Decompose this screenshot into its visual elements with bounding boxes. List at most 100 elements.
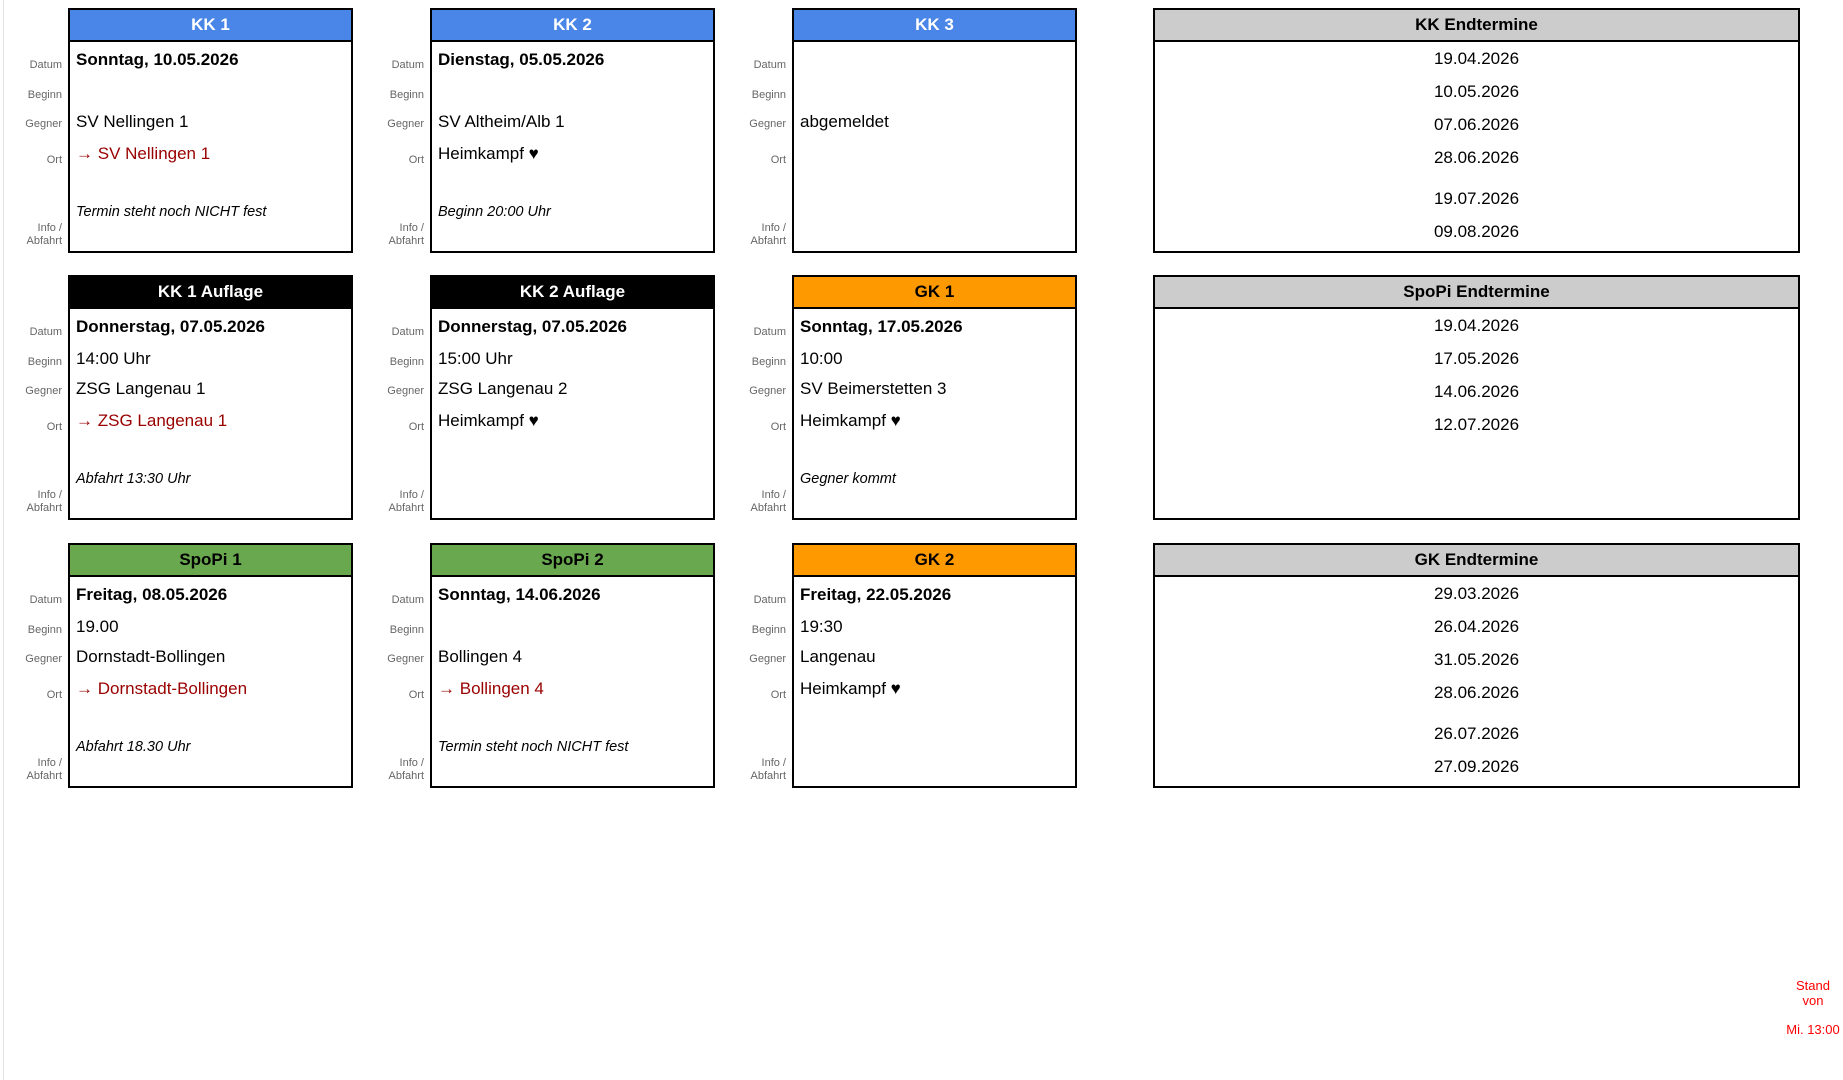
gegner-value: SV Beimerstetten 3 [800,378,947,398]
ort-value: Heimkampf ♥ [432,136,713,172]
card-body-gk1: Sonntag, 17.05.2026 10:00 SV Beimerstett… [792,309,1077,520]
gk-endtermine-body: 29.03.2026 26.04.2026 31.05.2026 28.06.2… [1153,577,1800,788]
card-body-kk3: abgemeldet [792,42,1077,253]
match-card-kk2: KK 2 Dienstag, 05.05.2026 SV Altheim/Alb… [430,8,715,253]
beginn-value: 10:00 [800,349,843,368]
card-labels-kk1: Datum Beginn Gegner Ort Info / Abfahrt [2,42,66,253]
label-beginn: Beginn [751,88,786,101]
label-beginn: Beginn [27,88,62,101]
gegner-value: Dornstadt-Bollingen [76,646,226,666]
info-value: Beginn 20:00 Uhr [438,203,551,220]
label-datum: Datum [391,593,424,606]
card-title-kk1: KK 1 [68,8,353,42]
label-ort: Ort [408,688,424,701]
datum-value: Sonntag, 14.06.2026 [438,584,601,604]
datum-value: Donnerstag, 07.05.2026 [438,316,627,336]
ort-text: Heimkampf ♥ [800,679,901,698]
info-value [794,707,1075,786]
label-gegner: Gegner [387,652,424,665]
info-value: Termin steht noch NICHT fest [438,738,629,755]
endtermine-date: 26.07.2026 [1433,723,1520,743]
beginn-value: 19.00 [76,617,119,636]
label-ort: Ort [46,153,62,166]
ort-text: Bollingen 4 [459,679,544,698]
spopi-endtermine-body: 19.04.2026 17.05.2026 14.06.2026 12.07.2… [1153,309,1800,520]
datum-value: Sonntag, 10.05.2026 [76,49,239,69]
endtermine-date: 14.06.2026 [1433,381,1520,401]
info-value: Gegner kommt [800,470,896,487]
gegner-value: Bollingen 4 [438,646,523,666]
sheet-gridline [3,0,4,1080]
label-beginn: Beginn [751,355,786,368]
endtermine-date: 07.06.2026 [1433,114,1520,134]
right-arrow-icon: → [76,411,98,430]
label-info-abfahrt: Info / Abfahrt [388,221,424,247]
label-datum: Datum [29,58,62,71]
datum-value [794,42,1075,77]
endtermine-date: 19.04.2026 [1433,48,1520,68]
card-title-kk2-auflage: KK 2 Auflage [430,275,715,309]
label-info-abfahrt: Info / Abfahrt [750,488,786,514]
match-card-gk2: GK 2 Freitag, 22.05.2026 19:30 Langenau … [792,543,1077,788]
endtermine-date: 17.05.2026 [1433,348,1520,368]
label-ort: Ort [770,688,786,701]
label-info-abfahrt: Info / Abfahrt [388,488,424,514]
card-body-spopi2: Sonntag, 14.06.2026 Bollingen 4 → Bollin… [430,577,715,788]
gegner-value: SV Altheim/Alb 1 [438,111,565,131]
match-card-spopi2: SpoPi 2 Sonntag, 14.06.2026 Bollingen 4 … [430,543,715,788]
gegner-value: SV Nellingen 1 [76,111,189,131]
beginn-value: 15:00 Uhr [438,349,513,368]
label-beginn: Beginn [389,355,424,368]
ort-text: Dornstadt-Bollingen [97,679,248,698]
beginn-value [70,77,351,107]
ort-text: Heimkampf ♥ [438,144,539,163]
ort-value: → ZSG Langenau 1 [70,403,351,439]
spopi-endtermine-title: SpoPi Endtermine [1153,275,1800,309]
kk-endtermine-body: 19.04.2026 10.05.2026 07.06.2026 28.06.2… [1153,42,1800,253]
card-title-gk2: GK 2 [792,543,1077,577]
label-beginn: Beginn [389,623,424,636]
card-title-gk1: GK 1 [792,275,1077,309]
card-labels-kk2: Datum Beginn Gegner Ort Info / Abfahrt [364,42,428,253]
label-ort: Ort [770,420,786,433]
card-body-kk1-auflage: Donnerstag, 07.05.2026 14:00 Uhr ZSG Lan… [68,309,353,520]
card-labels-kk2-auflage: Datum Beginn Gegner Ort Info / Abfahrt [364,309,428,520]
label-beginn: Beginn [27,623,62,636]
kk-endtermine-table: KK Endtermine 19.04.2026 10.05.2026 07.0… [1153,8,1800,253]
endtermine-date: 19.07.2026 [1433,188,1520,208]
ort-value: → SV Nellingen 1 [70,136,351,172]
label-info-abfahrt: Info / Abfahrt [26,756,62,782]
label-info-abfahrt: Info / Abfahrt [388,756,424,782]
gk-endtermine-table: GK Endtermine 29.03.2026 26.04.2026 31.0… [1153,543,1800,788]
kk-endtermine-title: KK Endtermine [1153,8,1800,42]
label-info-abfahrt: Info / Abfahrt [26,488,62,514]
beginn-value [432,612,713,642]
row-spacer [1155,174,1798,182]
label-gegner: Gegner [25,652,62,665]
card-labels-gk1: Datum Beginn Gegner Ort Info / Abfahrt [726,309,790,520]
label-ort: Ort [408,420,424,433]
label-datum: Datum [391,325,424,338]
label-gegner: Gegner [25,384,62,397]
card-labels-spopi2: Datum Beginn Gegner Ort Info / Abfahrt [364,577,428,788]
label-datum: Datum [753,325,786,338]
endtermine-date: 31.05.2026 [1433,649,1520,669]
label-datum: Datum [29,593,62,606]
endtermine-date: 10.05.2026 [1433,81,1520,101]
endtermine-date: 09.08.2026 [1433,221,1520,241]
label-ort: Ort [770,153,786,166]
card-title-kk2: KK 2 [430,8,715,42]
stand-note-line1: Stand von [1796,978,1830,1009]
ort-value: Heimkampf ♥ [432,403,713,439]
card-body-kk2-auflage: Donnerstag, 07.05.2026 15:00 Uhr ZSG Lan… [430,309,715,520]
right-arrow-icon: → [76,679,98,698]
info-value: Termin steht noch NICHT fest [76,203,267,220]
label-datum: Datum [391,58,424,71]
ort-text: Heimkampf ♥ [800,411,901,430]
row-spacer [1155,709,1798,717]
datum-value: Dienstag, 05.05.2026 [438,49,605,69]
endtermine-date: 29.03.2026 [1433,583,1520,603]
match-card-kk1-auflage: KK 1 Auflage Donnerstag, 07.05.2026 14:0… [68,275,353,520]
label-beginn: Beginn [27,355,62,368]
stand-note-line2: Mi. 13:00 [1786,1021,1840,1037]
